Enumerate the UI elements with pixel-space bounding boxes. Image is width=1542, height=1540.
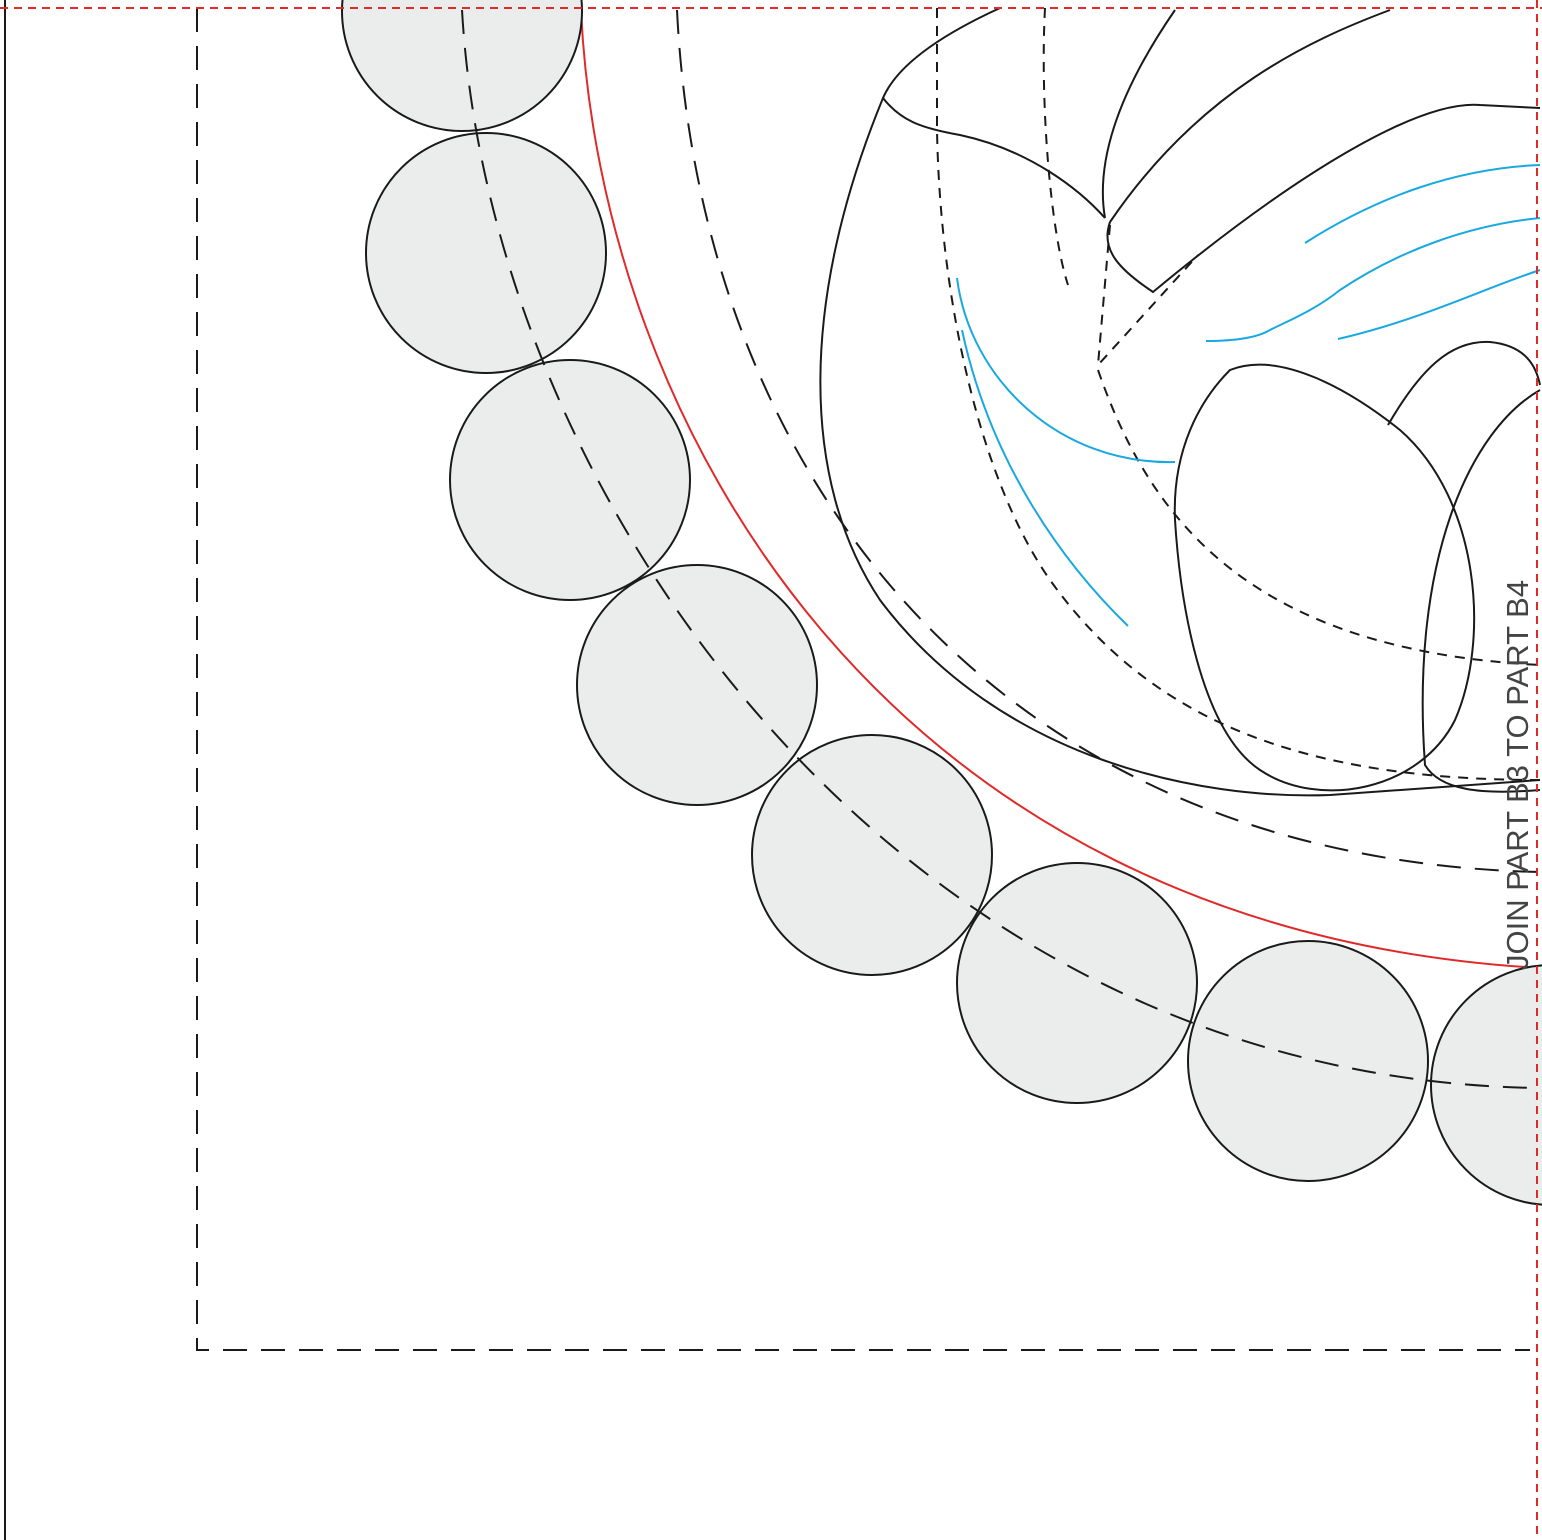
dot (751, 734, 993, 976)
petal (1101, 9, 1541, 294)
quilting-line (936, 8, 1541, 781)
bud (1173, 363, 1476, 792)
outline (819, 7, 1541, 797)
seam-border (196, 8, 1530, 1351)
dot (365, 132, 607, 374)
dots (341, 0, 1542, 1206)
quilting-line (1042, 7, 1541, 666)
quilting-line (461, 9, 1541, 1089)
applique-edge (580, 9, 1541, 969)
dot (449, 359, 691, 601)
vein (1205, 164, 1541, 342)
dot (576, 564, 818, 806)
join-label: JOIN PART B3 TO PART B4 (1500, 580, 1535, 970)
bud (1387, 340, 1541, 793)
outline (882, 97, 1106, 219)
dot (956, 862, 1198, 1104)
vein (956, 277, 1176, 627)
quilting-line (676, 9, 1541, 873)
dot (341, 0, 583, 132)
dot (1187, 940, 1429, 1182)
